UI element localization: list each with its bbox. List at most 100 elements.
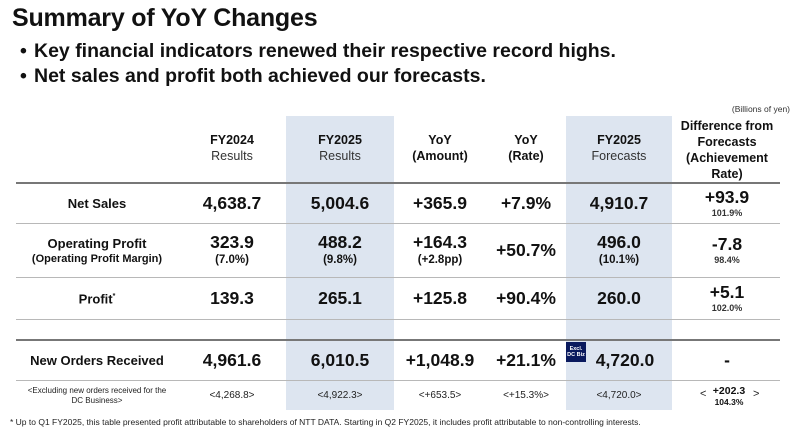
cell-net-sales-forecast: 4,910.7 xyxy=(589,192,649,213)
cell-subvalue: (10.1%) xyxy=(598,254,640,266)
cell-excluding-yoy-rate: <+15.3%> xyxy=(503,390,549,401)
angle-close: > xyxy=(753,388,760,400)
row-label-word: Profit xyxy=(78,291,113,307)
bullet-item: • Net sales and profit both achieved our … xyxy=(20,64,616,89)
header-fy2024-results: FY2024 Results xyxy=(178,128,286,168)
row-divider xyxy=(16,223,780,224)
cell-net-sales-yoy-rate: +7.9% xyxy=(500,192,552,213)
cell-operating-profit-forecast: 496.0 (10.1%) xyxy=(566,224,672,276)
cell-new-orders-fy2024: 4,961.6 xyxy=(202,349,262,370)
cell-excluding-yoy-amount: <+653.5> xyxy=(418,390,462,401)
cell-excluding-difference: +202.3 104.3% xyxy=(706,381,752,411)
header-line: Results xyxy=(319,149,361,163)
row-label-text: Operating Profit xyxy=(47,235,147,251)
table-divider xyxy=(16,182,780,184)
cell-subvalue: (7.0%) xyxy=(215,254,249,266)
cell-operating-profit-fy2025: 488.2 (9.8%) xyxy=(286,224,394,276)
row-label-operating-profit: Operating Profit (Operating Profit Margi… xyxy=(16,224,178,276)
achievement-rate: 102.0% xyxy=(711,303,743,313)
cell-operating-profit-difference: -7.8 98.4% xyxy=(672,224,782,276)
row-sublabel-text: (Operating Profit Margin) xyxy=(31,252,163,265)
cell-new-orders-yoy-rate: +21.1% xyxy=(496,349,556,370)
header-line: Difference from xyxy=(680,119,774,133)
cell-profit-difference: +5.1 102.0% xyxy=(672,278,782,318)
highlight-column-fy2025-results xyxy=(286,116,394,410)
cell-new-orders-fy2025: 6,010.5 xyxy=(310,349,370,370)
header-line: FY2025 xyxy=(597,133,641,147)
difference-value: +93.9 xyxy=(704,187,750,207)
cell-profit-fy2024: 139.3 xyxy=(210,287,254,308)
cell-net-sales-fy2025: 5,004.6 xyxy=(310,192,370,213)
header-line: (Rate) xyxy=(508,149,544,163)
header-difference-from-forecasts: Difference from Forecasts (Achievement R… xyxy=(672,118,782,182)
cell-subvalue: (9.8%) xyxy=(323,254,357,266)
difference-value: -7.8 xyxy=(711,234,743,254)
cell-subvalue: (+2.8pp) xyxy=(417,254,463,266)
row-divider xyxy=(16,277,780,278)
section-divider xyxy=(16,339,780,341)
header-line: (Achievement xyxy=(686,151,768,165)
achievement-rate: 98.4% xyxy=(714,255,740,265)
header-fy2025-results: FY2025 Results xyxy=(286,128,394,168)
bullet-text: Key financial indicators renewed their r… xyxy=(34,40,616,62)
row-label-new-orders: New Orders Received xyxy=(30,352,164,368)
angle-open: < xyxy=(700,388,707,400)
row-label-profit: Profit* xyxy=(16,278,178,318)
achievement-rate: 104.3% xyxy=(714,397,744,407)
header-line: Results xyxy=(211,149,253,163)
bullet-text: Net sales and profit both achieved our f… xyxy=(34,65,486,87)
bullet-list: • Key financial indicators renewed their … xyxy=(20,39,616,89)
achievement-rate: 101.9% xyxy=(711,208,743,218)
excl-dc-biz-badge: Excl. DC Biz xyxy=(566,342,586,362)
cell-profit-yoy-amount: +125.8 xyxy=(412,287,467,308)
cell-value: +164.3 xyxy=(412,232,467,252)
cell-net-sales-fy2024: 4,638.7 xyxy=(202,192,262,213)
unit-label: (Billions of yen) xyxy=(731,104,790,114)
header-line: Forecasts xyxy=(591,149,647,163)
cell-profit-yoy-rate: +90.4% xyxy=(496,287,556,308)
header-line: (Amount) xyxy=(412,149,468,163)
cell-value: 496.0 xyxy=(597,232,641,252)
header-yoy-rate: YoY (Rate) xyxy=(486,128,566,168)
header-yoy-amount: YoY (Amount) xyxy=(394,128,486,168)
header-line: YoY xyxy=(514,133,538,147)
header-line: Rate) xyxy=(711,167,743,181)
cell-excluding-fy2025: <4,922.3> xyxy=(317,390,363,401)
header-line: FY2024 xyxy=(210,133,254,147)
cell-net-sales-yoy-amount: +365.9 xyxy=(412,192,467,213)
cell-new-orders-forecast: 4,720.0 xyxy=(595,349,655,370)
excluding-label-line: DC Business> xyxy=(71,396,123,405)
bullet-item: • Key financial indicators renewed their … xyxy=(20,39,616,64)
cell-value: 488.2 xyxy=(318,232,362,252)
footnote: * Up to Q1 FY2025, this table presented … xyxy=(10,417,641,427)
bullet-dot: • xyxy=(20,65,27,87)
excluding-label-line: <Excluding new orders received for the xyxy=(27,386,167,395)
header-line: FY2025 xyxy=(318,133,362,147)
row-divider xyxy=(16,380,780,381)
row-label-text: Profit* xyxy=(79,288,116,307)
header-fy2025-forecasts: FY2025 Forecasts xyxy=(566,128,672,168)
cell-operating-profit-fy2024: 323.9 (7.0%) xyxy=(178,224,286,276)
header-line: Forecasts xyxy=(697,135,757,149)
badge-line: DC Biz xyxy=(567,352,585,358)
difference-value: +5.1 xyxy=(709,282,745,302)
cell-net-sales-difference: +93.9 101.9% xyxy=(672,184,782,222)
cell-excluding-fy2024: <4,268.8> xyxy=(209,390,255,401)
cell-value: 323.9 xyxy=(210,232,254,252)
cell-excluding-forecast: <4,720.0> xyxy=(596,390,642,401)
cell-operating-profit-yoy-amount: +164.3 (+2.8pp) xyxy=(394,224,486,276)
header-line: YoY xyxy=(428,133,452,147)
page-title: Summary of YoY Changes xyxy=(12,4,318,32)
cell-new-orders-difference: - xyxy=(724,349,730,370)
difference-value: +202.3 xyxy=(712,385,746,397)
cell-operating-profit-yoy-rate: +50.7% xyxy=(496,239,556,260)
cell-profit-forecast: 260.0 xyxy=(597,287,641,308)
cell-new-orders-yoy-amount: +1,048.9 xyxy=(405,349,475,370)
footnote-mark: * xyxy=(112,293,116,301)
cell-profit-fy2025: 265.1 xyxy=(318,287,362,308)
badge-line: Excl. xyxy=(569,345,583,352)
bullet-dot: • xyxy=(20,40,27,62)
row-divider xyxy=(16,319,780,320)
row-label-net-sales: Net Sales xyxy=(67,195,127,211)
row-label-excluding-dc: <Excluding new orders received for the D… xyxy=(16,381,178,411)
